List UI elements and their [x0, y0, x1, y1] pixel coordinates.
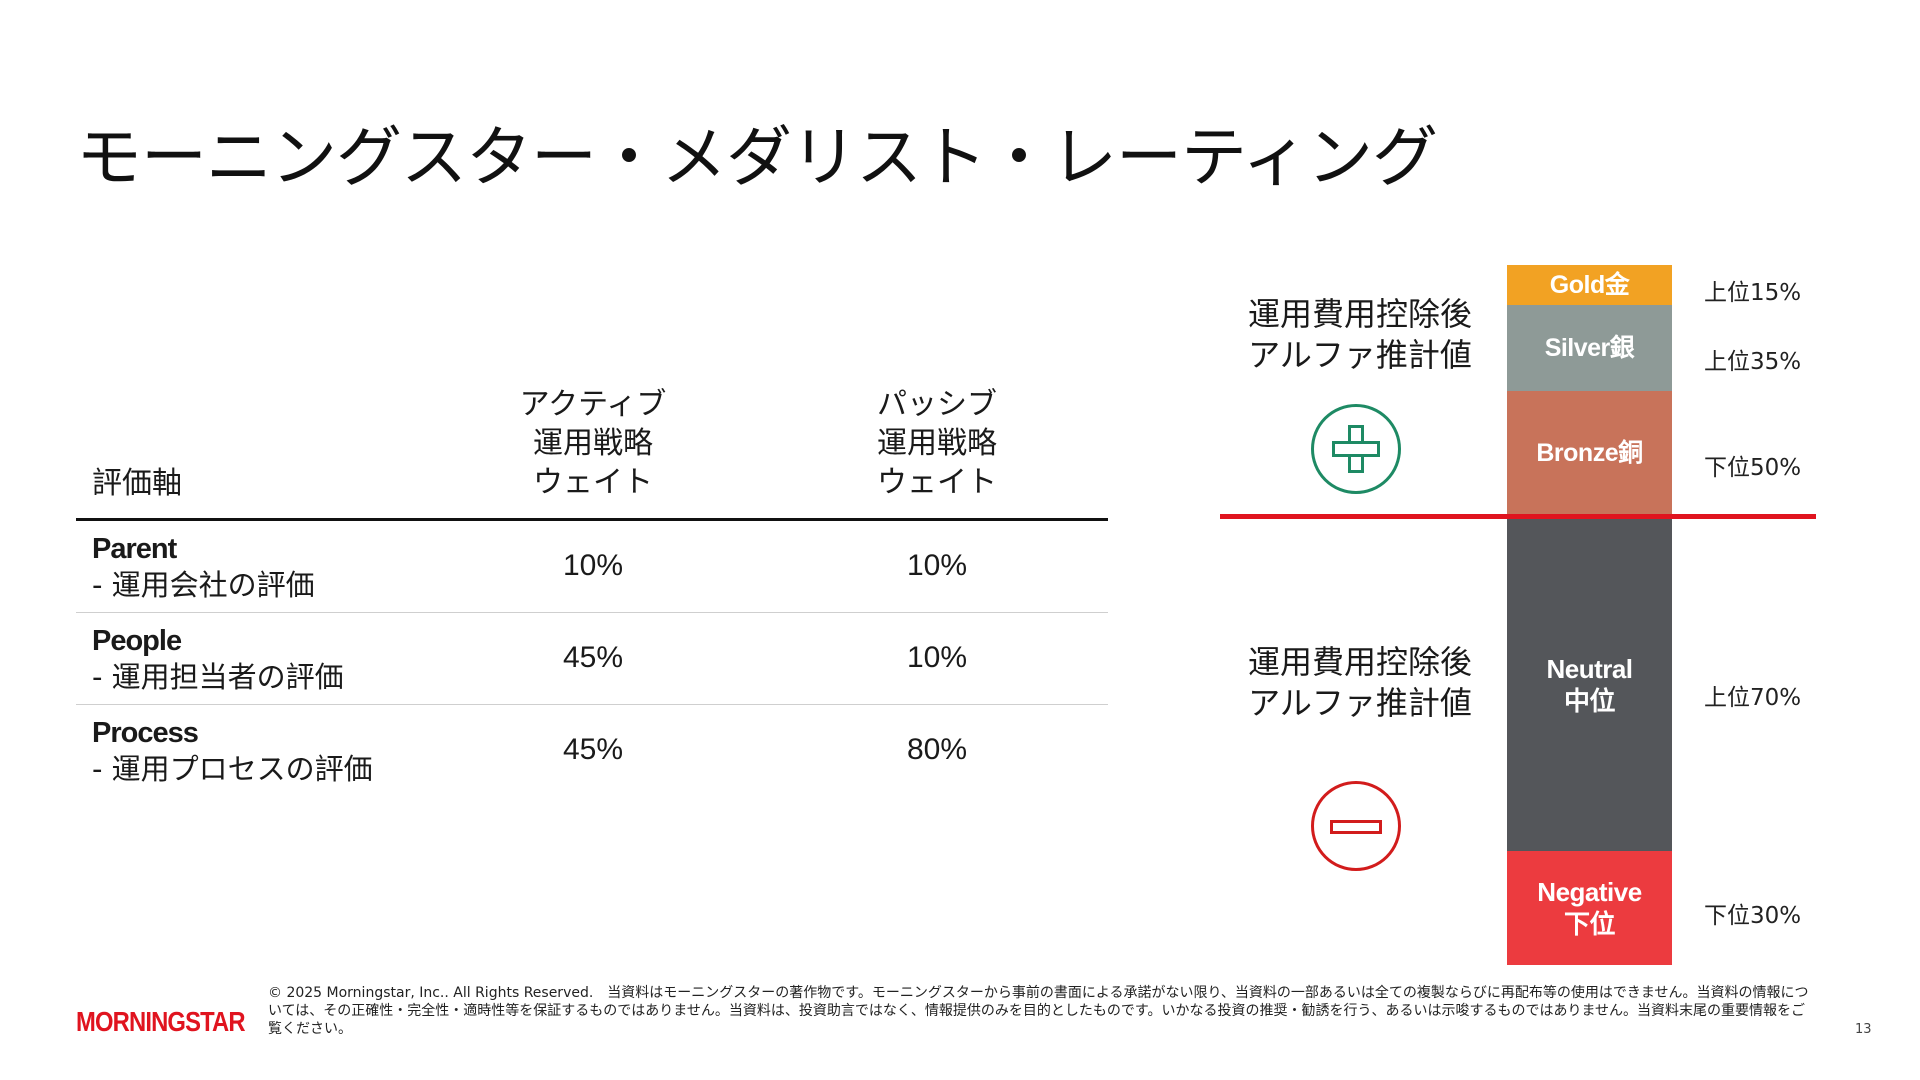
row-name-en: Process — [92, 717, 199, 749]
rating-neutral: Neutral 中位 — [1507, 519, 1672, 851]
morningstar-logo: MORNINGSTAR — [76, 1006, 246, 1037]
rating-percent-silver: 上位35% — [1704, 349, 1802, 375]
row-name-jp: - 運用プロセスの評価 — [92, 752, 373, 786]
disclaimer-text: © 2025 Morningstar, Inc.. All Rights Res… — [268, 985, 1809, 1037]
table-row: Process - 運用プロセスの評価 45% 80% — [76, 705, 1108, 796]
passive-weight-value: 10% — [906, 641, 968, 674]
plus-circle-icon — [1311, 404, 1401, 494]
positive-negative-divider — [1220, 514, 1816, 519]
table-row: People - 運用担当者の評価 45% 10% — [76, 613, 1108, 705]
passive-weight-value: 80% — [906, 733, 968, 766]
passive-weight-value: 10% — [906, 549, 968, 582]
row-name-en: People — [92, 625, 182, 657]
row-name: People - 運用担当者の評価 — [92, 623, 344, 695]
header-active-weight: アクティブ 運用戦略 ウェイト — [519, 387, 667, 500]
rating-percent-neutral: 上位70% — [1704, 685, 1802, 711]
rating-silver: Silver銀 — [1507, 305, 1672, 391]
rating-percent-negative: 下位30% — [1704, 903, 1802, 929]
rating-percent-bronze: 下位50% — [1704, 455, 1802, 481]
alpha-estimate-label-negative: 運用費用控除後 アルファ推計値 — [1247, 643, 1472, 722]
active-weight-value: 10% — [562, 549, 624, 582]
rating-bronze: Bronze銅 — [1507, 391, 1672, 514]
row-name: Parent - 運用会社の評価 — [92, 531, 315, 603]
weights-table: 評価軸 アクティブ 運用戦略 ウェイト パッシブ 運用戦略 ウェイト Paren… — [76, 378, 1108, 796]
table-row: Parent - 運用会社の評価 10% 10% — [76, 521, 1108, 613]
minus-circle-icon — [1311, 781, 1401, 871]
row-name-jp: - 運用担当者の評価 — [92, 660, 344, 694]
page-title: モーニングスター・メダリスト・レーティング — [76, 119, 1438, 196]
rating-negative: Negative 下位 — [1507, 851, 1672, 965]
alpha-estimate-label-positive: 運用費用控除後 アルファ推計値 — [1247, 295, 1472, 374]
rating-percent-gold: 上位15% — [1704, 280, 1802, 306]
row-name-jp: - 運用会社の評価 — [92, 568, 315, 602]
rating-gold: Gold金 — [1507, 265, 1672, 305]
row-name: Process - 運用プロセスの評価 — [92, 715, 373, 787]
active-weight-value: 45% — [562, 641, 624, 674]
header-axis: 評価軸 — [92, 466, 182, 501]
active-weight-value: 45% — [562, 733, 624, 766]
table-header: 評価軸 アクティブ 運用戦略 ウェイト パッシブ 運用戦略 ウェイト — [76, 378, 1108, 521]
header-passive-weight: パッシブ 運用戦略 ウェイト — [877, 387, 997, 500]
page-number: 13 — [1855, 1022, 1872, 1037]
row-name-en: Parent — [92, 533, 177, 565]
